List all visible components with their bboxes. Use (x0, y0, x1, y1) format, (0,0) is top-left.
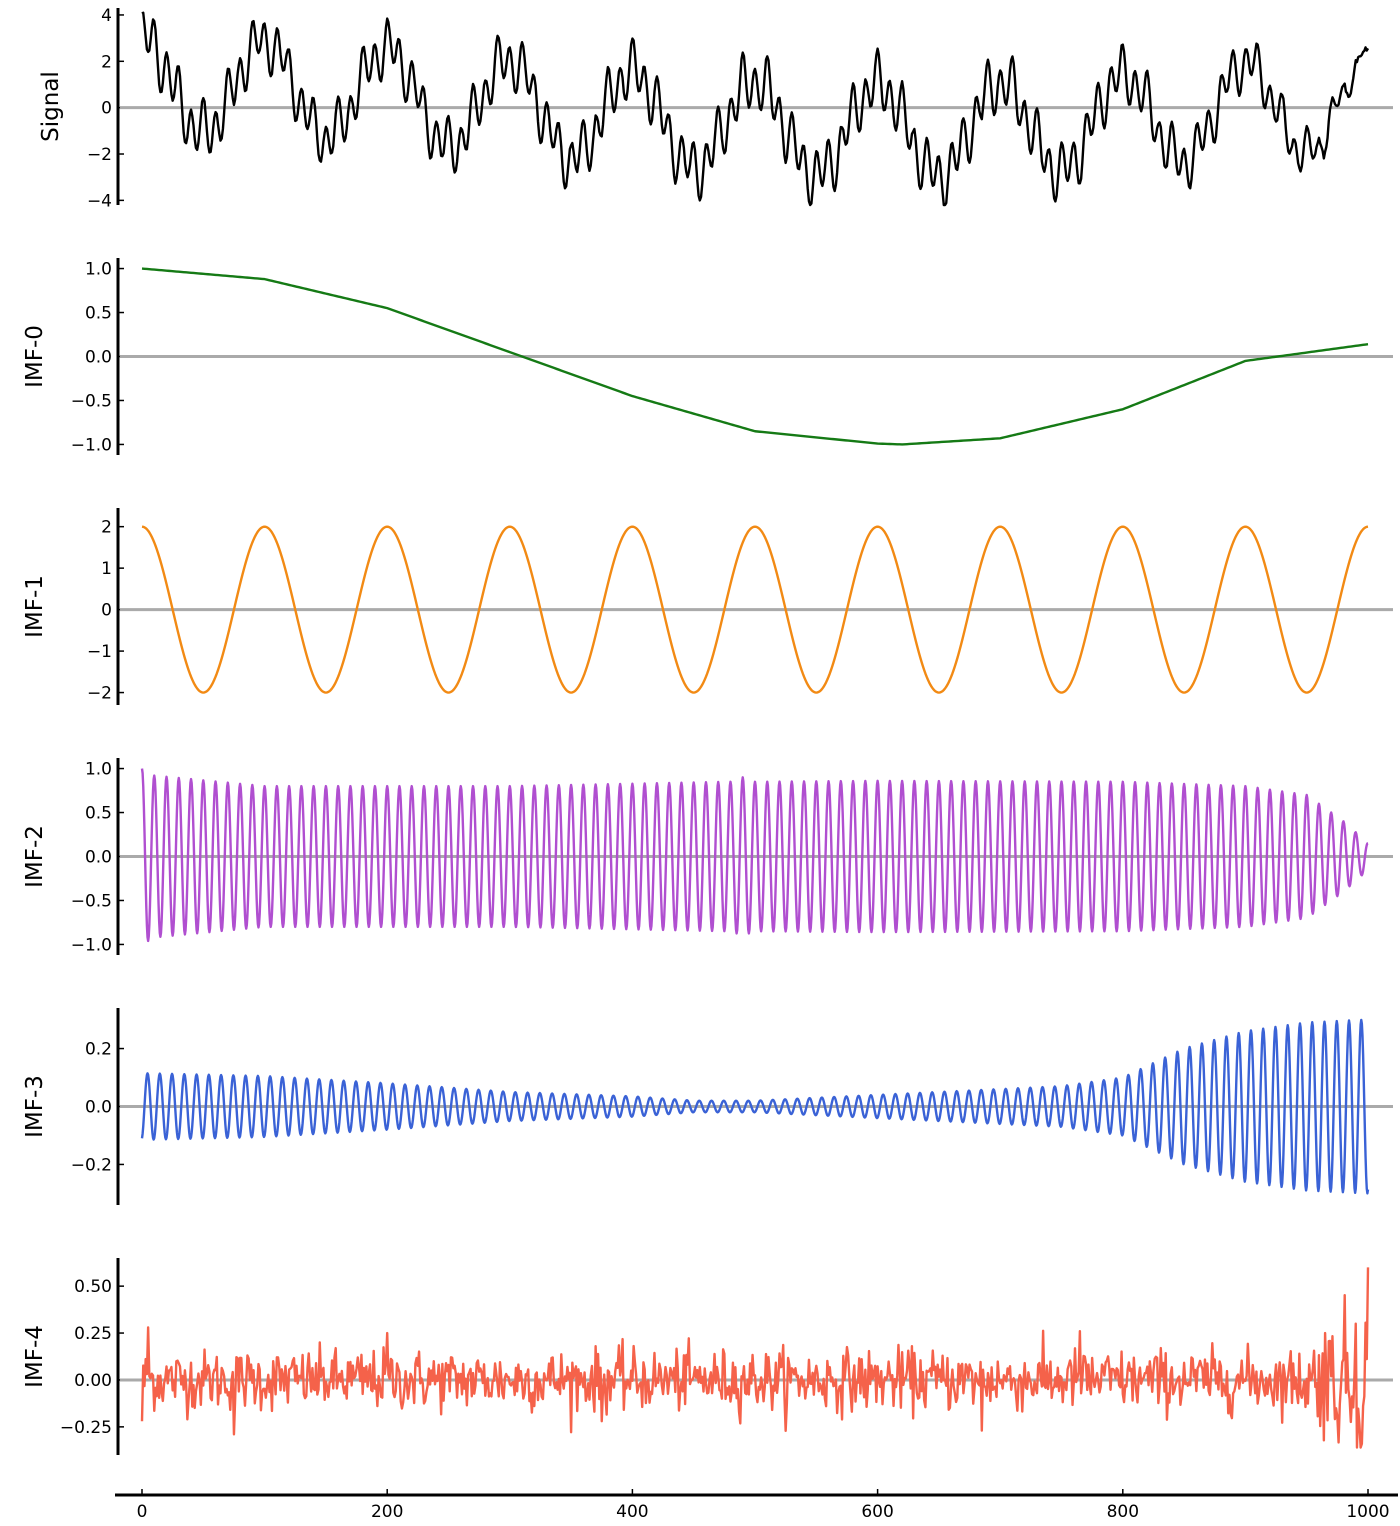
x-tick-label: 200 (371, 1502, 403, 1522)
imf4-ylabel: IMF-4 (22, 1325, 48, 1388)
imf1-y-tick-label: −1 (87, 642, 112, 662)
signal-ylabel: Signal (38, 71, 64, 142)
x-tick-label: 1000 (1346, 1502, 1389, 1522)
signal-y-tick-label: 0 (101, 99, 112, 119)
imf4-y-tick-label: 0.50 (74, 1277, 112, 1297)
imf0-y-tick-label: 0.0 (85, 348, 112, 368)
signal-y-tick-label: 2 (101, 52, 112, 72)
imf2-y-tick-label: 0.0 (85, 848, 112, 868)
imf2-y-tick-label: 1.0 (85, 760, 112, 780)
signal-series-line (141, 11, 1370, 207)
imf2-y-tick-label: 0.5 (85, 804, 112, 824)
panels: 4 2 0 −2 −4 Signal 1.0 0.5 0.0 −0.5 −1.0 IMF-0 2 1 0 −1… (22, 6, 1393, 1455)
imf2-y-tick-label: −0.5 (71, 891, 112, 911)
signal-y-tick-label: −2 (87, 145, 112, 165)
x-axis: 0 200 400 600 800 1000 (115, 1489, 1398, 1522)
imf0-ylabel: IMF-0 (22, 325, 48, 388)
imf1-y-tick-label: 2 (101, 518, 112, 538)
imf1-ylabel: IMF-1 (22, 575, 48, 638)
imf0-y-tick-label: −1.0 (71, 435, 112, 455)
signal-y-tick-label: −4 (87, 191, 112, 211)
panel-imf1: 2 1 0 −1 −2 IMF-1 (22, 508, 1393, 705)
imf4-y-tick-label: −0.25 (60, 1418, 112, 1438)
imf1-series-line (141, 525, 1369, 694)
imf3-y-tick-label: 0.0 (85, 1098, 112, 1118)
imf3-ylabel: IMF-3 (22, 1075, 48, 1138)
imf2-ylabel: IMF-2 (22, 825, 48, 888)
panel-signal: 4 2 0 −2 −4 Signal (38, 6, 1393, 211)
imf2-y-tick-label: −1.0 (71, 935, 112, 955)
imf4-y-tick-label: 0.25 (74, 1324, 112, 1344)
imf4-series-line (140, 1267, 1370, 1449)
panel-imf4: 0.50 0.25 0.00 −0.25 IMF-4 (22, 1258, 1393, 1455)
imf0-series-line (141, 267, 1369, 446)
signal-y-tick-label: 4 (101, 6, 112, 26)
panel-imf3: 0.2 0.0 −0.2 IMF-3 (22, 1008, 1393, 1205)
imf1-y-tick-label: 1 (101, 559, 112, 579)
x-tick-label: 400 (616, 1502, 648, 1522)
imf2-series-line (140, 768, 1369, 943)
imf1-y-tick-label: 0 (101, 601, 112, 621)
imf3-y-tick-label: −0.2 (71, 1155, 112, 1175)
imf3-y-tick-label: 0.2 (85, 1040, 112, 1060)
imf0-y-tick-label: 0.5 (85, 304, 112, 324)
imf1-y-tick-label: −2 (87, 684, 112, 704)
x-tick-label: 600 (861, 1502, 893, 1522)
x-tick-label: 800 (1107, 1502, 1139, 1522)
imf3-series-line (140, 1018, 1370, 1195)
panel-imf0: 1.0 0.5 0.0 −0.5 −1.0 IMF-0 (22, 258, 1393, 455)
x-tick-label: 0 (137, 1502, 148, 1522)
panel-imf2: 1.0 0.5 0.0 −0.5 −1.0 IMF-2 (22, 758, 1393, 955)
imf0-y-tick-label: 1.0 (85, 260, 112, 280)
imf4-y-tick-label: 0.00 (74, 1371, 112, 1391)
imf0-y-tick-label: −0.5 (71, 391, 112, 411)
